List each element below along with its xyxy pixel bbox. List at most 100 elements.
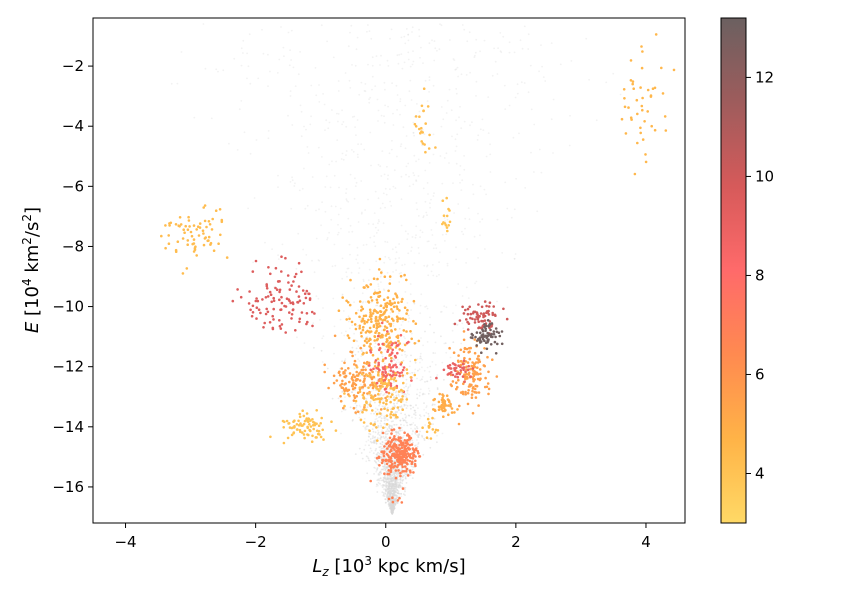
stream-star <box>365 341 369 344</box>
stream-star <box>368 403 372 407</box>
field-star <box>414 411 417 414</box>
field-star <box>393 473 396 475</box>
stream-star <box>205 225 208 229</box>
field-star <box>393 502 396 505</box>
field-star <box>382 478 385 481</box>
field-star <box>391 511 394 514</box>
field-star <box>277 254 279 257</box>
field-star <box>243 131 246 134</box>
field-star <box>376 304 379 307</box>
field-star <box>303 342 306 344</box>
stream-star <box>483 347 486 350</box>
stream-star <box>198 222 202 225</box>
stream-star <box>398 309 401 312</box>
stream-star <box>401 487 405 490</box>
stream-star <box>442 402 446 405</box>
field-star <box>401 320 404 323</box>
stream-star <box>266 310 270 314</box>
field-star <box>386 388 389 391</box>
field-star <box>306 146 309 148</box>
stream-star <box>179 223 183 226</box>
field-star <box>463 120 466 123</box>
field-star <box>380 54 382 57</box>
stream-star <box>401 374 405 377</box>
field-star <box>468 31 471 34</box>
field-star <box>508 41 511 44</box>
stream-star <box>412 319 415 323</box>
field-star <box>394 411 397 413</box>
field-star <box>413 302 416 305</box>
stream-star <box>401 465 405 469</box>
stream-star <box>490 332 494 336</box>
stream-star <box>378 412 382 415</box>
field-star <box>307 152 310 154</box>
field-star <box>348 231 350 233</box>
stream-star <box>458 365 462 369</box>
field-star <box>424 79 427 82</box>
stream-star <box>672 68 676 72</box>
field-star <box>371 56 374 59</box>
stream-star <box>365 408 368 412</box>
stream-star <box>474 396 478 399</box>
stream-star <box>461 362 465 366</box>
field-star <box>454 68 457 71</box>
field-star <box>489 171 492 173</box>
field-star <box>544 80 547 82</box>
field-star <box>351 419 354 422</box>
stream-star <box>396 465 399 469</box>
field-star <box>382 192 385 195</box>
stream-star <box>376 439 379 442</box>
field-star <box>397 434 400 437</box>
field-star <box>413 409 416 412</box>
field-star <box>459 105 461 108</box>
stream-star <box>353 396 357 400</box>
field-star <box>378 473 381 476</box>
stream-star <box>290 313 294 316</box>
stream-star <box>376 277 379 281</box>
field-star <box>299 104 302 107</box>
field-star <box>385 418 388 421</box>
stream-star <box>389 400 392 404</box>
field-star <box>416 388 419 391</box>
x-tick-label: 0 <box>381 533 391 551</box>
field-star <box>247 65 250 68</box>
stream-star <box>450 371 453 374</box>
field-star <box>368 444 370 447</box>
stream-star <box>167 234 170 237</box>
field-star <box>391 474 394 477</box>
stream-star <box>375 426 378 429</box>
field-star <box>398 495 401 498</box>
stream-star <box>406 372 409 375</box>
field-star <box>356 246 359 249</box>
field-star <box>395 479 398 482</box>
field-star <box>405 394 408 396</box>
field-star <box>346 199 348 202</box>
stream-star <box>641 138 645 141</box>
field-star <box>330 205 333 208</box>
stream-star <box>387 345 391 349</box>
stream-star <box>192 224 196 227</box>
stream-star <box>396 320 399 323</box>
stream-star <box>461 392 465 396</box>
field-star <box>418 110 421 113</box>
field-star <box>379 482 381 485</box>
stream-star <box>494 327 498 330</box>
stream-star <box>239 295 243 299</box>
field-star <box>513 208 516 211</box>
stream-star <box>203 219 207 223</box>
stream-star <box>445 214 449 218</box>
field-star <box>364 427 367 429</box>
colorbar-tick-label: 12 <box>755 68 774 86</box>
stream-star <box>392 305 396 309</box>
stream-star <box>371 353 375 357</box>
field-star <box>391 443 393 445</box>
field-star <box>469 124 471 127</box>
field-star <box>390 499 392 502</box>
field-star <box>436 49 438 52</box>
field-star <box>538 148 541 151</box>
y-tick-label: −6 <box>62 177 84 195</box>
field-star <box>376 453 379 456</box>
stream-star <box>377 332 381 335</box>
stream-star <box>292 280 295 283</box>
field-star <box>452 58 455 60</box>
